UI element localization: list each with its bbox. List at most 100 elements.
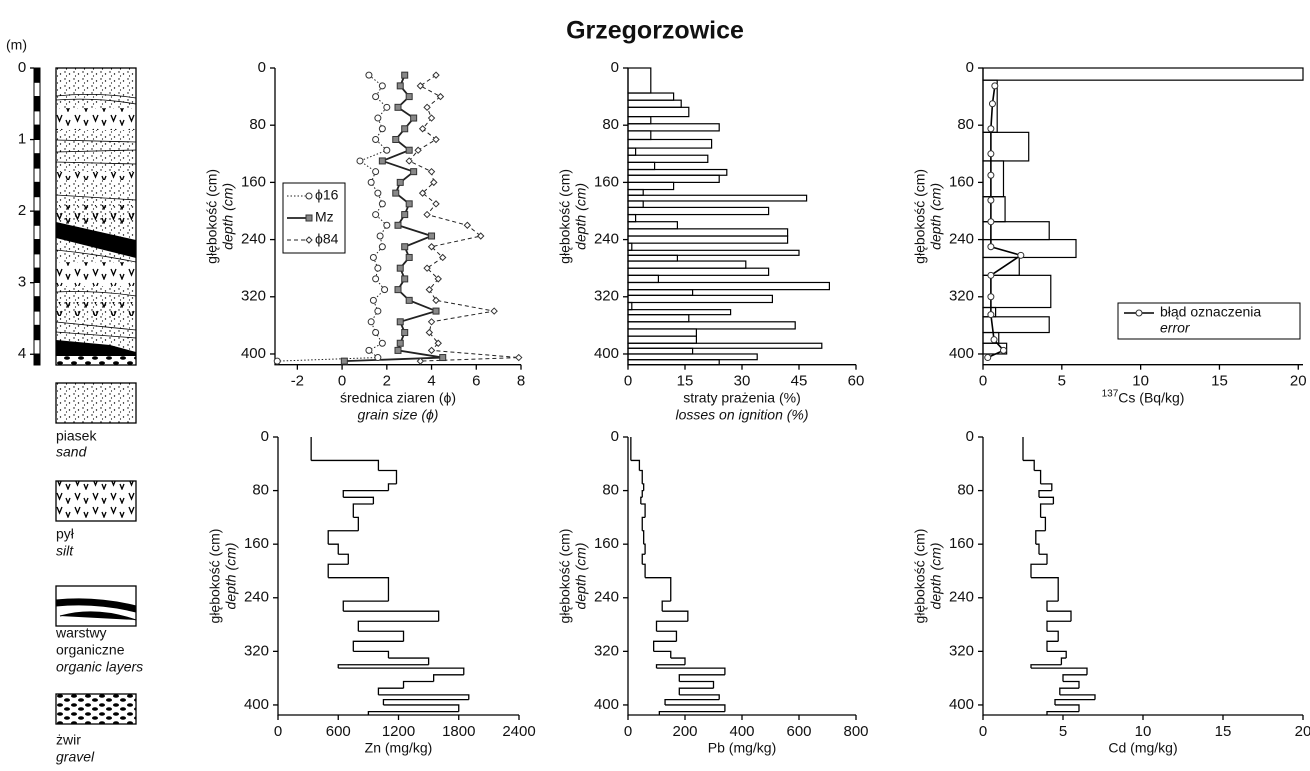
lithology-legend: [55, 382, 137, 725]
bar: [627, 213, 637, 223]
marker: [1017, 251, 1025, 259]
marker: [987, 311, 995, 319]
y-axis-title: głębokość (cm): [912, 169, 928, 264]
x-tick-label: 2400: [502, 723, 535, 740]
y-tick-label: 400: [594, 345, 619, 362]
y-tick-label: 240: [594, 589, 619, 606]
bar: [982, 238, 1077, 259]
y-axis-title: depth (cm): [928, 183, 944, 250]
marker: [987, 243, 995, 251]
step-segment: [1059, 687, 1079, 695]
legend-marker: [305, 192, 313, 200]
scale-segment: [33, 296, 41, 312]
step-segment: [383, 704, 460, 712]
scale-segment: [33, 267, 41, 284]
marker: [381, 286, 389, 294]
step-segment: [645, 577, 672, 602]
step-segment: [661, 600, 671, 612]
marker: [490, 307, 498, 315]
marker: [434, 339, 442, 347]
scale-segment: [33, 81, 41, 98]
step-segment: [377, 687, 404, 695]
y-tick-label: 400: [949, 696, 974, 713]
marker: [416, 357, 425, 365]
marker: [987, 171, 995, 179]
step-segment: [641, 489, 644, 498]
y-tick-label: 160: [949, 173, 974, 190]
step-segment: [1023, 459, 1035, 471]
y-tick-label: 160: [241, 173, 266, 190]
x-tick-label: 1200: [382, 723, 415, 740]
x-tick-label: 8: [517, 373, 525, 390]
marker: [987, 150, 995, 158]
x-tick-label: -2: [291, 373, 304, 390]
step-segment: [1038, 489, 1052, 498]
axis: [627, 437, 856, 716]
bar: [627, 342, 823, 349]
bar: [627, 206, 770, 216]
step-segment: [1035, 530, 1046, 545]
bar: [627, 289, 694, 296]
y-tick-label: 0: [966, 428, 974, 445]
step-segment: [1054, 698, 1095, 705]
marker: [396, 318, 404, 326]
marker: [401, 211, 409, 219]
y-tick-label: 240: [949, 231, 974, 248]
step-segment: [342, 489, 389, 498]
marker: [427, 243, 436, 251]
panel: 0 5 10 15 20 0 80 160 240 320 400 głębokość (cm) dep…: [912, 428, 1310, 756]
bar: [627, 181, 675, 191]
marker: [401, 71, 409, 79]
bar: [627, 314, 690, 323]
scale-segment: [33, 224, 41, 241]
x-tick-label: 1800: [442, 723, 475, 740]
bar: [627, 335, 698, 344]
bar: [627, 123, 720, 132]
marker: [416, 82, 425, 90]
step-segment: [642, 530, 645, 545]
scale-segment: [33, 353, 41, 366]
step-segment: [353, 516, 359, 531]
step-segment: [328, 577, 390, 602]
step-segment: [311, 459, 380, 471]
y-tick-label: 320: [949, 288, 974, 305]
scale-segment: [33, 239, 41, 255]
legend-label: piasek: [56, 428, 97, 444]
legend-label: organic layers: [56, 659, 143, 675]
x-tick-label: 6: [472, 373, 480, 390]
y-axis-title: depth (cm): [573, 543, 589, 610]
step-segment: [358, 630, 405, 642]
step-segment: [655, 620, 688, 632]
bar: [627, 138, 713, 149]
marker: [372, 93, 380, 101]
x-axis-title: grain size (ϕ): [358, 406, 439, 422]
step-segment: [388, 657, 430, 665]
step-segment: [343, 610, 440, 622]
marker: [991, 82, 999, 90]
y-tick-label: 320: [949, 642, 974, 659]
step-segment: [1040, 483, 1053, 491]
bar: [627, 359, 720, 366]
marker: [990, 336, 998, 344]
marker: [378, 200, 386, 208]
step-segment: [640, 496, 643, 504]
y-tick-label: 80: [602, 116, 619, 133]
marker: [396, 82, 404, 90]
marker: [372, 135, 380, 143]
step-segment: [658, 711, 725, 715]
marker: [394, 221, 402, 229]
marker: [987, 293, 995, 301]
x-tick-label: 2: [383, 373, 391, 390]
step-segment: [642, 483, 645, 491]
x-tick-label: 45: [791, 373, 808, 390]
depth-tick-label: 0: [18, 59, 26, 76]
y-tick-label: 400: [949, 345, 974, 362]
legend-marker: [1135, 309, 1143, 317]
bar: [627, 353, 758, 361]
bar: [627, 106, 690, 118]
y-tick-label: 320: [244, 642, 269, 659]
bar: [627, 249, 800, 256]
marker: [463, 221, 472, 229]
bar: [982, 316, 1050, 334]
depth-tick-label: 4: [18, 345, 26, 362]
